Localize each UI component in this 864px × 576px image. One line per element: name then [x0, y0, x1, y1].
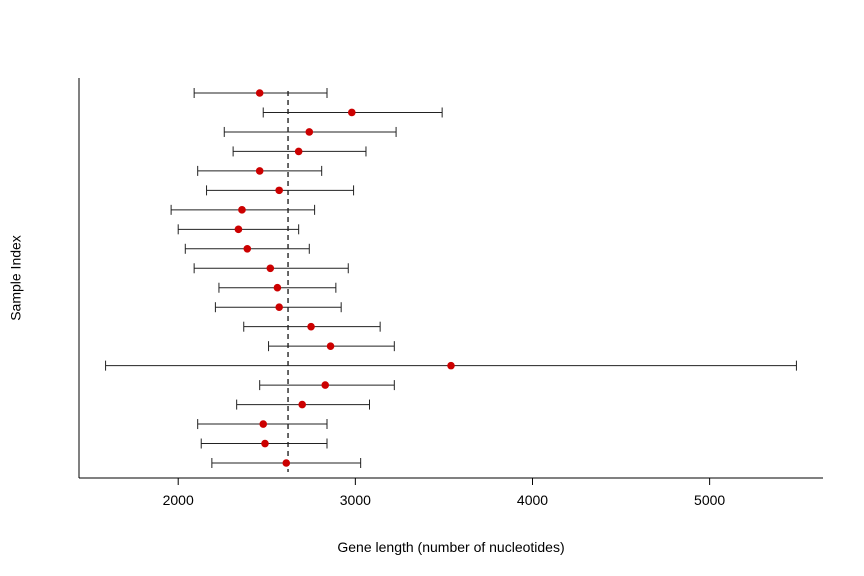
error-bar-row — [193, 88, 328, 98]
x-axis-label: Gene length (number of nucleotides) — [337, 539, 564, 555]
error-bar-row — [268, 341, 395, 352]
mean-point — [326, 342, 335, 350]
error-bar-row — [218, 282, 337, 293]
mean-point — [259, 420, 268, 428]
mean-point — [307, 322, 315, 331]
plot-area — [105, 88, 797, 472]
x-tick-label: 4000 — [517, 492, 548, 508]
error-bar-row — [223, 126, 397, 137]
x-tick-label: 3000 — [340, 492, 371, 508]
mean-point — [294, 147, 303, 156]
error-bar-row — [193, 263, 349, 274]
x-axis-ticks: 2000 3000 4000 5000 — [163, 478, 725, 508]
mean-point — [275, 186, 283, 195]
error-bar-row — [262, 107, 443, 118]
x-tick-label: 5000 — [694, 492, 725, 508]
error-bar-row — [243, 321, 381, 332]
error-bar-row — [232, 146, 367, 157]
error-bar-row — [105, 360, 797, 371]
mean-point — [321, 381, 330, 389]
error-bar-row — [197, 419, 328, 430]
mean-point — [243, 244, 252, 253]
mean-point — [447, 361, 455, 370]
mean-point — [282, 459, 291, 467]
mean-point — [255, 167, 264, 175]
error-bar-row — [214, 302, 342, 313]
x-tick-label: 2000 — [163, 492, 194, 508]
error-bar-row — [197, 165, 323, 176]
mean-point — [255, 89, 264, 97]
mean-point — [305, 128, 314, 136]
mean-point — [298, 400, 307, 409]
mean-point — [238, 206, 246, 214]
error-bar-row — [170, 204, 316, 215]
y-axis-label: Sample Index — [8, 235, 24, 321]
error-bar-row — [184, 243, 310, 254]
error-bar-row — [211, 458, 362, 468]
mean-point — [234, 225, 243, 234]
error-bar-row — [206, 185, 355, 196]
error-bar-row — [200, 438, 328, 449]
mean-point — [273, 283, 282, 292]
error-bar-row — [259, 380, 395, 391]
mean-point — [348, 108, 356, 117]
mean-point — [275, 303, 283, 312]
error-bar-row — [177, 224, 300, 235]
error-bar-row — [236, 399, 371, 410]
mean-point — [266, 264, 275, 273]
mean-point — [261, 439, 269, 448]
